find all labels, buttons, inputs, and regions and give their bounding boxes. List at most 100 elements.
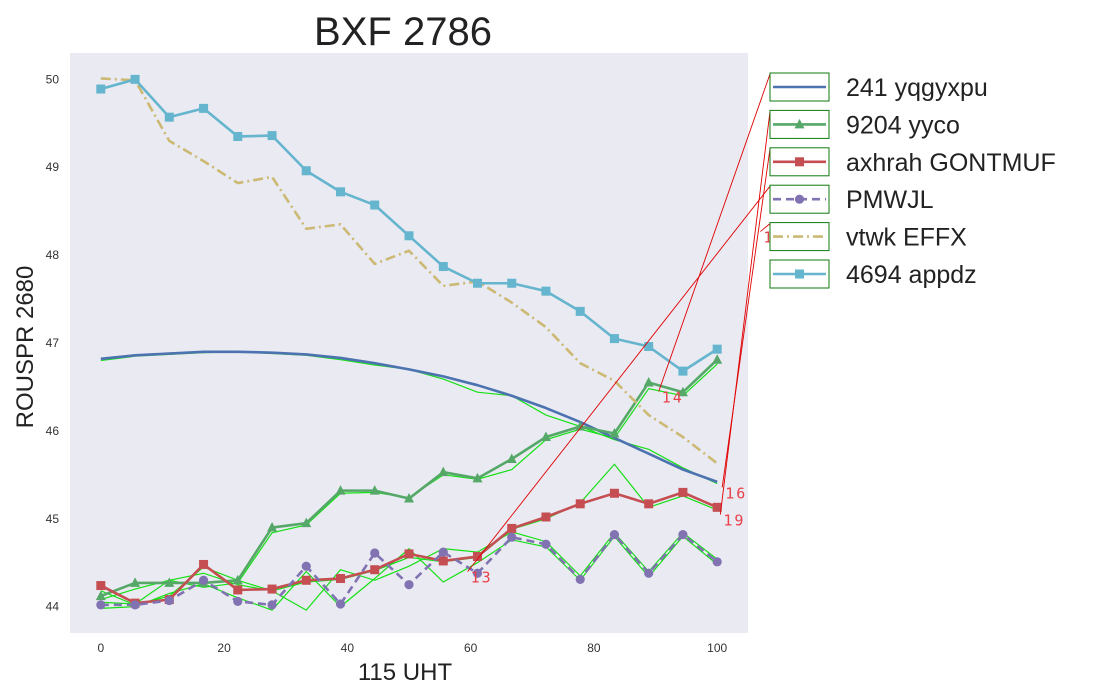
y-tick-label: 49 [46,160,60,174]
data-point-pmwjl [678,529,688,540]
data-point-axhrah-gontmuf [267,584,277,594]
annotation-label: 19 [723,512,745,530]
data-point-9204-yyco [506,453,517,463]
data-point-4694-appdz [472,278,482,288]
y-axis-label: ROUSPR 2680 [12,266,39,429]
series-lines [95,74,723,610]
data-point-axhrah-gontmuf [507,523,517,533]
legend-label-vtwk-effx: vtwk EFFX [846,224,967,252]
legend-label-pmwjl: PMWJL [846,186,934,214]
data-point-4694-appdz [438,262,448,272]
series-line-241-yqgyxpu [100,350,718,484]
data-point-pmwjl [198,575,209,585]
data-point-4694-appdz [199,103,209,113]
data-point-4694-appdz [575,306,585,316]
data-point-4694-appdz [507,278,517,288]
data-point-9204-yyco [609,428,620,438]
annotation-leader-line [719,111,771,515]
chart-title: BXF 2786 [314,10,492,54]
data-point-9204-yyco [540,431,551,442]
series-241-yqgyxpu [100,350,718,484]
data-point-4694-appdz [164,112,174,122]
y-axis-ticks: 44 45 46 47 48 49 50 [46,72,60,613]
data-point-4694-appdz [336,187,346,197]
data-point-9204-yyco [267,522,278,532]
data-point-4694-appdz [267,131,277,141]
data-point-9204-yyco [472,472,483,483]
data-point-pmwjl [267,600,277,610]
data-point-axhrah-gontmuf [438,556,448,566]
data-point-axhrah-gontmuf [370,565,380,575]
legend: 241 yqgyxpu 9204 yyco axhrah GONTMUF PMWJL v… [769,72,1056,289]
data-point-9204-yyco [712,354,723,364]
data-point-axhrah-gontmuf [644,499,654,509]
data-point-pmwjl [575,574,585,584]
annotation-label: 13 [471,569,493,587]
data-point-pmwjl [335,599,346,609]
x-axis-label: 115 UHT [358,659,453,686]
data-point-pmwjl [404,580,414,590]
data-point-axhrah-gontmuf [336,574,346,584]
data-point-9204-yyco [404,493,414,503]
data-point-axhrah-gontmuf [233,585,243,595]
data-point-axhrah-gontmuf [712,502,722,512]
legend-entry-pmwjl: PMWJL [769,184,934,214]
annotations: 14 16 19 13 1 [467,73,772,587]
data-point-4694-appdz [644,342,654,352]
legend-label-4694-appdz: 4694 appdz [846,261,977,289]
data-point-pmwjl [712,557,722,567]
data-point-axhrah-gontmuf [301,575,311,585]
y-tick-label: 44 [46,600,60,614]
x-tick-label: 60 [464,641,478,655]
series-4694-appdz [96,74,722,376]
data-point-axhrah-gontmuf [199,559,209,569]
data-point-pmwjl [541,539,551,549]
legend-marker-axhrah-gontmuf [795,157,804,167]
data-point-4694-appdz [678,366,688,376]
data-point-axhrah-gontmuf [96,581,106,591]
x-tick-label: 40 [341,641,355,655]
annotation-leader-line [760,223,771,232]
legend-entry-9204-yyco: 9204 yyco [769,109,960,139]
data-point-pmwjl [130,600,140,610]
data-point-axhrah-gontmuf [678,487,688,497]
y-tick-label: 48 [46,248,60,262]
legend-label-9204-yyco: 9204 yyco [846,111,960,139]
data-point-4694-appdz [96,84,106,94]
data-point-9204-yyco [232,574,243,585]
data-point-9204-yyco [301,517,312,528]
annotation-leader-line [467,185,771,572]
x-tick-label: 80 [587,641,601,655]
data-point-axhrah-gontmuf [575,499,585,509]
data-point-4694-appdz [609,334,619,344]
data-point-pmwjl [96,600,106,610]
legend-entry-axhrah-gontmuf: axhrah GONTMUF [769,147,1056,177]
data-point-4694-appdz [541,286,551,296]
data-point-9204-yyco [130,577,141,587]
legend-marker-pmwjl [794,194,805,204]
data-point-9204-yyco [369,485,380,495]
data-point-4694-appdz [370,200,380,210]
data-point-pmwjl [233,596,243,606]
data-point-pmwjl [438,547,448,557]
x-tick-label: 20 [217,641,231,655]
annotation-label: 14 [662,388,684,406]
data-point-pmwjl [164,595,174,606]
annotation-leader-line [658,73,771,392]
data-point-axhrah-gontmuf [609,488,619,498]
data-point-pmwjl [609,529,620,540]
legend-marker-9204-yyco [794,118,805,129]
data-point-9204-yyco [438,466,449,477]
legend-label-axhrah-gontmuf: axhrah GONTMUF [846,149,1056,177]
annotation-label: 16 [725,484,747,502]
data-point-axhrah-gontmuf [541,512,551,522]
data-point-4694-appdz [712,344,722,354]
data-point-4694-appdz [404,231,414,241]
x-axis-ticks: 0 20 40 60 80 100 [97,641,727,655]
data-point-4694-appdz [130,74,140,84]
legend-label-241-yqgyxpu: 241 yqgyxpu [846,74,988,102]
legend-entry-4694-appdz: 4694 appdz [769,259,977,289]
legend-marker-4694-appdz [795,269,804,279]
